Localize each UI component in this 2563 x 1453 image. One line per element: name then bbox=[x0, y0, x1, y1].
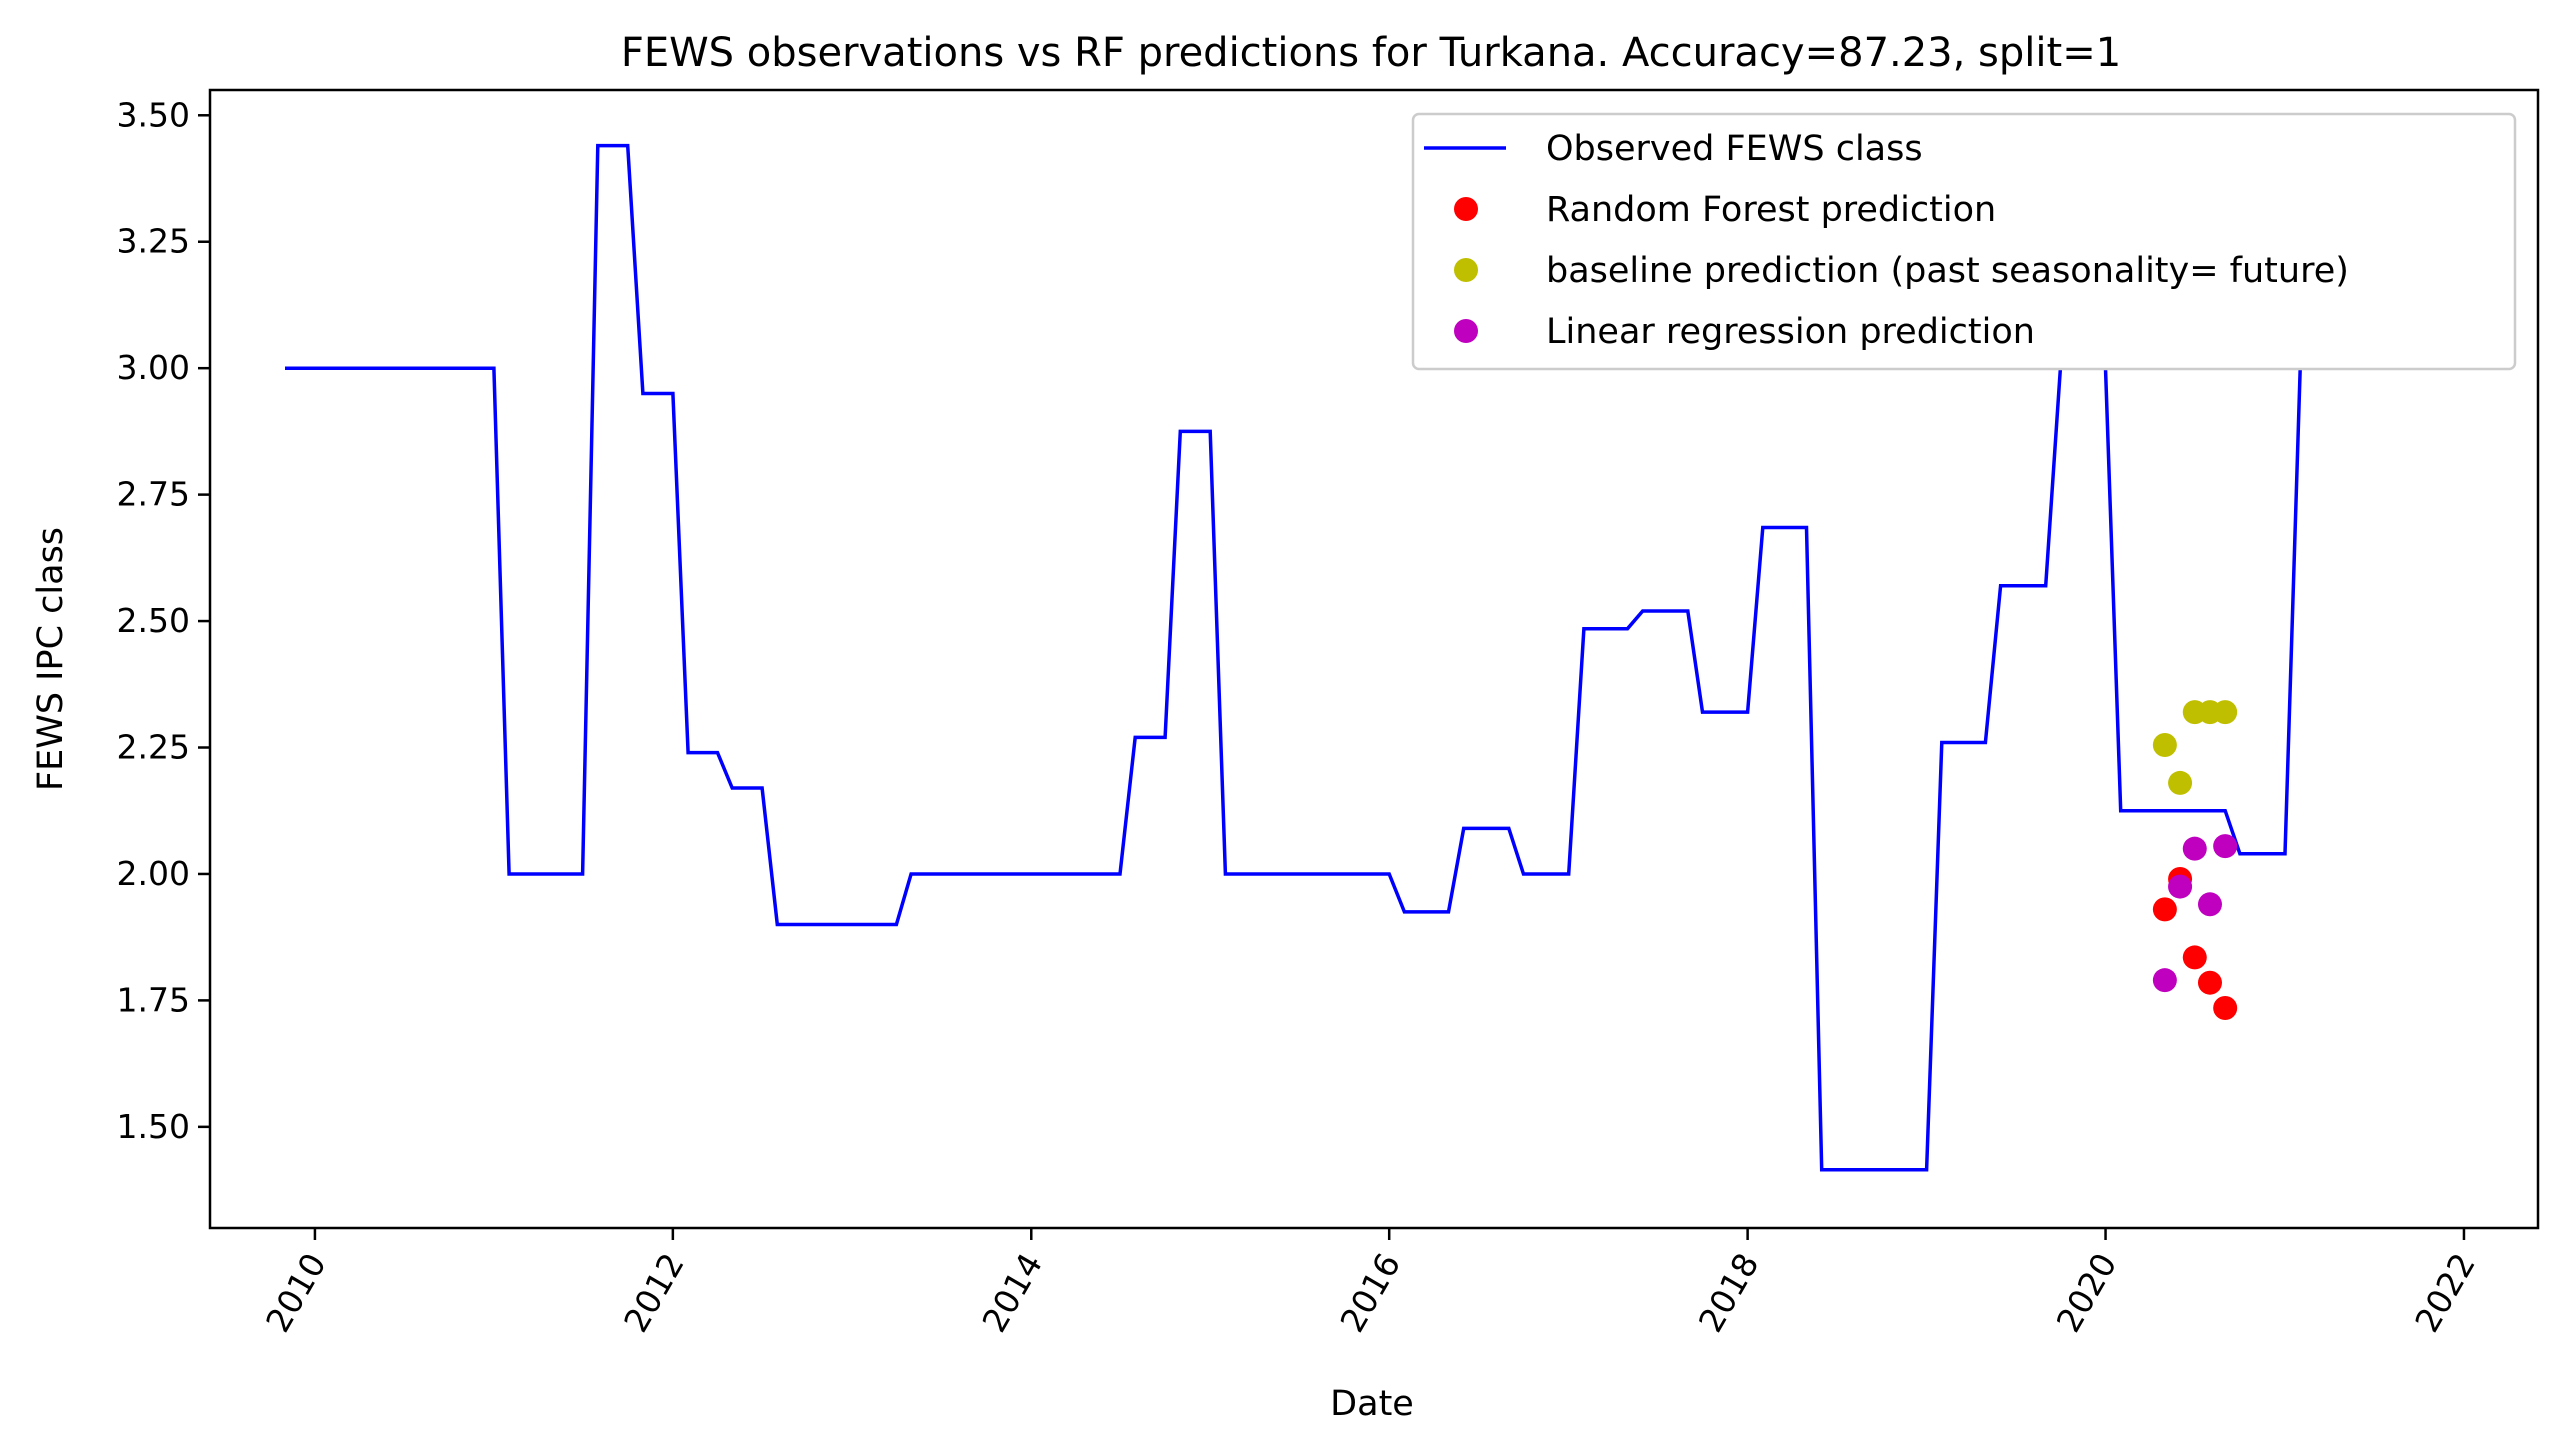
legend-marker-2 bbox=[1454, 258, 1478, 282]
legend-marker-1 bbox=[1454, 197, 1478, 221]
series-1-point-4 bbox=[2213, 995, 2238, 1020]
series-3-point-3 bbox=[2197, 892, 2222, 917]
chart-title: FEWS observations vs RF predictions for … bbox=[621, 30, 2121, 76]
y-tick-label-8: 3.50 bbox=[117, 95, 190, 134]
y-tick-label-0: 1.50 bbox=[117, 1107, 190, 1146]
x-tick-label-0: 2010 bbox=[258, 1247, 334, 1339]
series-3-point-1 bbox=[2168, 874, 2193, 899]
x-tick-label-2: 2014 bbox=[974, 1247, 1050, 1339]
series-1-point-3 bbox=[2197, 970, 2222, 995]
legend-marker-3 bbox=[1454, 319, 1478, 343]
plot-area bbox=[285, 143, 2449, 1172]
x-tick-label-3: 2016 bbox=[1332, 1247, 1408, 1339]
y-tick-label-6: 3.00 bbox=[117, 348, 190, 387]
y-tick-label-2: 2.00 bbox=[117, 854, 190, 893]
legend-label-2: baseline prediction (past seasonality= f… bbox=[1546, 251, 2349, 291]
x-tick-label-5: 2020 bbox=[2049, 1247, 2125, 1339]
legend-box bbox=[1411, 112, 2517, 371]
series-2-point-4 bbox=[2213, 700, 2238, 725]
y-axis: 1.50 1.75 2.00 2.25 2.50 2.75 3.00 3.25 3.50 bbox=[117, 95, 210, 1146]
y-tick-label-7: 3.25 bbox=[117, 222, 190, 261]
series-3-point-0 bbox=[2152, 968, 2177, 993]
y-tick-label-5: 2.75 bbox=[117, 475, 190, 514]
series-2-point-1 bbox=[2168, 770, 2193, 795]
series-3-point-4 bbox=[2213, 834, 2238, 859]
series-1-point-2 bbox=[2182, 945, 2207, 970]
x-tick-label-4: 2018 bbox=[1691, 1247, 1767, 1339]
legend: Observed FEWS class Random Forest predict… bbox=[1411, 112, 2517, 371]
series-line-observed bbox=[285, 143, 2449, 1172]
series-1-point-0 bbox=[2152, 897, 2177, 922]
legend-label-3: Linear regression prediction bbox=[1546, 312, 2035, 352]
x-tick-label-1: 2012 bbox=[616, 1247, 692, 1339]
x-axis: 2010 2012 2014 2016 2018 2020 2022 bbox=[258, 1228, 2483, 1339]
x-axis-label: Date bbox=[1330, 1384, 1414, 1424]
y-tick-label-4: 2.50 bbox=[117, 601, 190, 640]
y-axis-label: FEWS IPC class bbox=[31, 527, 71, 791]
legend-label-0: Observed FEWS class bbox=[1546, 129, 1923, 169]
series-2-point-0 bbox=[2152, 732, 2177, 757]
y-tick-label-1: 1.75 bbox=[117, 980, 190, 1019]
plot-frame bbox=[208, 88, 2540, 1230]
x-tick-label-6: 2022 bbox=[2407, 1247, 2483, 1339]
legend-label-1: Random Forest prediction bbox=[1546, 190, 1996, 230]
y-tick-label-3: 2.25 bbox=[117, 728, 190, 767]
series-3-point-2 bbox=[2182, 836, 2207, 861]
